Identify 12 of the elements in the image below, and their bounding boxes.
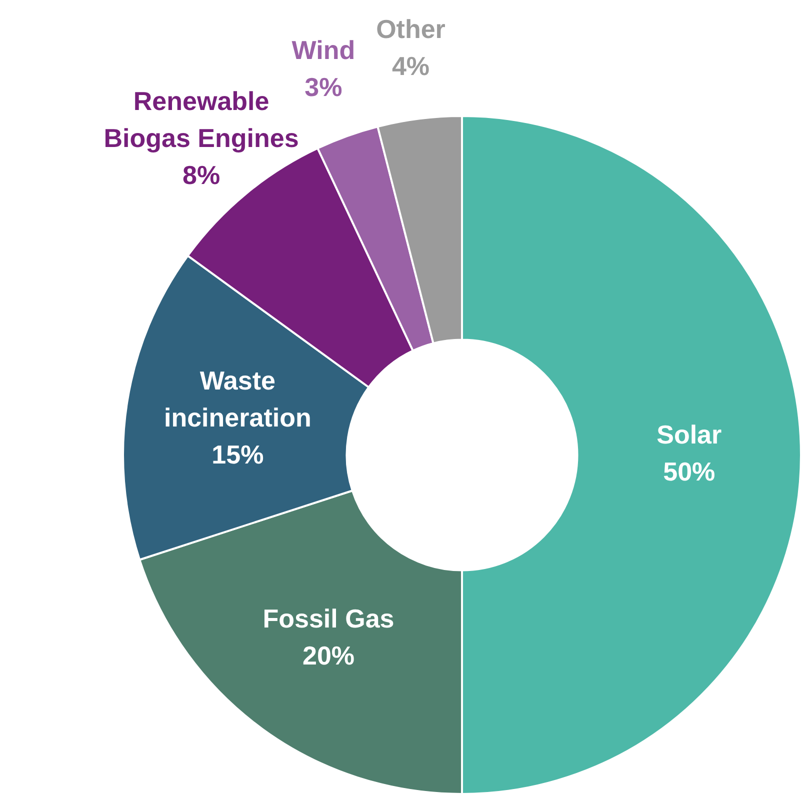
slice-label: Waste incineration xyxy=(164,366,312,433)
data-label: 8% xyxy=(182,160,220,190)
data-label: 3% xyxy=(304,72,342,102)
data-label: 20% xyxy=(302,640,355,670)
slice-label: Fossil Gas xyxy=(262,603,394,634)
slice-label: Solar xyxy=(656,420,722,450)
slice-label: Other xyxy=(376,14,446,44)
slice-label: Wind xyxy=(292,34,356,65)
data-label: 15% xyxy=(212,440,264,470)
data-label: 4% xyxy=(392,50,430,81)
slice-label: Renewable Biogas Engines xyxy=(104,86,299,154)
data-label: 50% xyxy=(663,456,716,487)
